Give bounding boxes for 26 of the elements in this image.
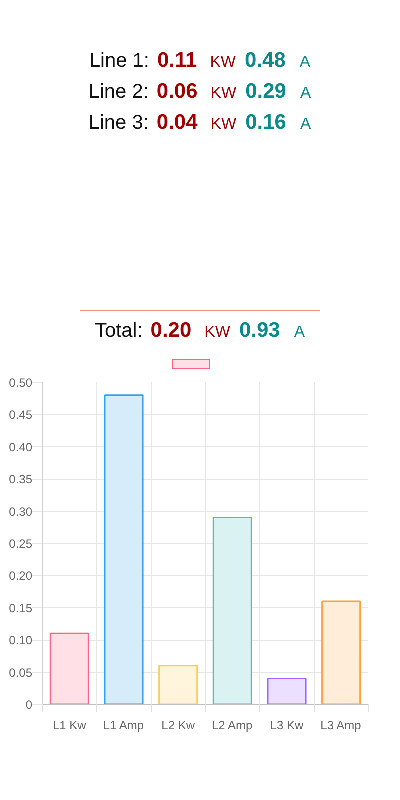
y-tick-label: 0.15	[9, 601, 33, 616]
text: Line 1: 0.11 KW 0.48 A	[89, 49, 311, 72]
y-tick-label: 0.45	[9, 408, 33, 422]
x-tick-label: L1 Kw	[52, 718, 87, 732]
x-tick-label: L3 Kw	[270, 718, 304, 732]
bar	[267, 678, 307, 704]
x-tick-label: L3 Amp	[320, 718, 362, 732]
y-tick-label: 0.20	[9, 569, 33, 584]
bar	[50, 632, 90, 704]
text: Total: 0.20 KW 0.93 A	[94, 319, 305, 342]
y-tick-label: 0.05	[9, 666, 33, 680]
y-tick-label: 0.10	[9, 634, 33, 648]
bar	[104, 394, 144, 704]
text: Line 3: 0.04 KW 0.16 A	[88, 111, 312, 134]
y-tick-label: 0.40	[9, 440, 33, 454]
y-tick-label: 0	[26, 698, 33, 712]
bar	[322, 600, 362, 704]
x-tick-label: L2 Kw	[162, 718, 196, 732]
y-tick-label: 0.30	[9, 504, 33, 519]
x-tick-label: L1 Amp	[103, 718, 144, 732]
y-tick-label: 0.50	[9, 376, 33, 390]
y-tick-label: 0.25	[9, 537, 33, 551]
bar	[158, 665, 198, 704]
text: Line 2: 0.06 KW 0.29 A	[88, 80, 312, 103]
x-tick-label: L2 Amp	[212, 718, 254, 732]
y-tick-label: 0.35	[9, 472, 33, 487]
